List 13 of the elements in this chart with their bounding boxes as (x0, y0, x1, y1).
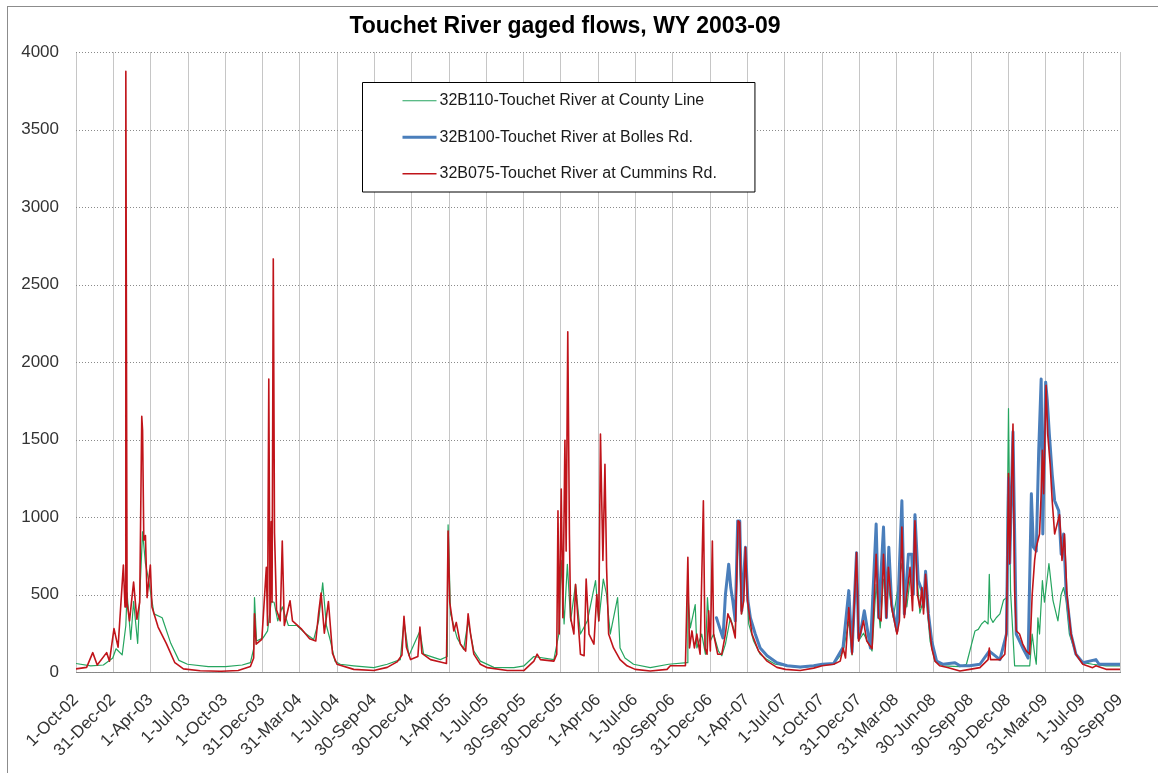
y-tick-label: 4000 (21, 41, 59, 61)
y-tick-label: 1500 (21, 429, 59, 449)
y-tick-label: 0 (49, 661, 59, 681)
legend-label: 32B100-Touchet River at Bolles Rd. (439, 127, 693, 145)
legend-label: 32B110-Touchet River at County Line (439, 91, 705, 109)
y-tick-label: 500 (30, 584, 59, 604)
y-tick-label: 3000 (21, 196, 59, 216)
y-tick-label: 2500 (21, 274, 59, 294)
y-tick-label: 3500 (21, 119, 59, 139)
chart-title: Touchet River gaged flows, WY 2003-09 (349, 12, 781, 39)
y-tick-label: 1000 (21, 506, 59, 526)
y-tick-label: 2000 (21, 351, 59, 371)
legend-label: 32B075-Touchet River at Cummins Rd. (439, 164, 717, 182)
